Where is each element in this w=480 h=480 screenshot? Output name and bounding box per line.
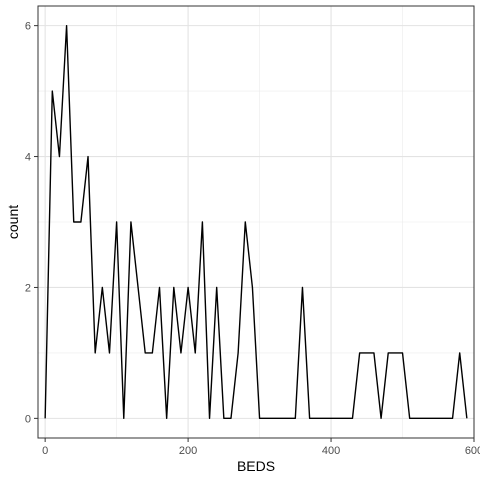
x-axis-ticks: 0 200 400 600 — [42, 438, 480, 457]
y-tick-label: 4 — [25, 152, 31, 164]
y-axis-title: count — [5, 205, 21, 239]
x-tick-label: 400 — [322, 445, 340, 457]
count-series-line — [44, 24, 468, 420]
x-axis-title: BEDS — [237, 458, 275, 474]
x-tick-label: 200 — [179, 445, 197, 457]
y-tick-label: 6 — [25, 21, 31, 33]
y-axis-ticks: 0 2 4 6 — [25, 21, 38, 425]
x-tick-label: 600 — [465, 445, 480, 457]
y-tick-label: 2 — [25, 282, 31, 294]
plot-border — [37, 5, 475, 439]
y-tick-label: 0 — [25, 413, 31, 425]
x-tick-label: 0 — [42, 445, 48, 457]
